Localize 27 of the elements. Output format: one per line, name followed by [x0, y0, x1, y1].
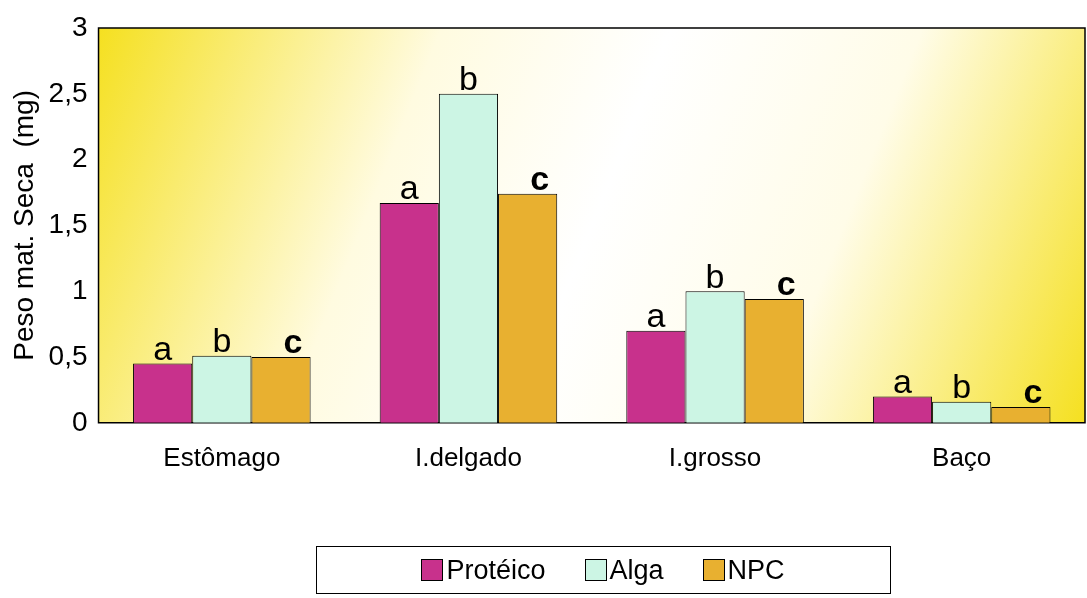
y-tick-label: 0,5: [48, 339, 88, 371]
data-label: c: [1023, 372, 1043, 411]
x-tick-label: Baço: [932, 441, 992, 472]
x-tick-label: I.grosso: [668, 441, 762, 472]
data-label: a: [399, 168, 419, 207]
data-label: a: [646, 296, 666, 335]
data-label: c: [283, 322, 303, 361]
y-tick-label: 2: [71, 142, 88, 174]
x-tick-label: I.delgado: [414, 441, 522, 472]
data-label: c: [530, 159, 550, 198]
y-axis-title: Peso mat. Seca (mg): [7, 90, 39, 361]
data-label: b: [705, 256, 725, 295]
legend-label: Alga: [609, 554, 664, 586]
legend-label: Protéico: [446, 554, 546, 586]
data-label: c: [776, 264, 796, 303]
legend-label: NPC: [727, 554, 785, 586]
data-label: a: [153, 328, 173, 367]
y-tick-label: 1,5: [48, 208, 88, 240]
y-tick-label: 0: [71, 405, 88, 437]
data-label: b: [458, 59, 478, 98]
y-tick-label: 1: [71, 273, 88, 305]
data-label: a: [893, 361, 913, 400]
data-label: b: [952, 367, 972, 406]
data-label: b: [212, 321, 232, 360]
x-tick-label: Estômago: [163, 441, 281, 472]
y-tick-label: 2,5: [48, 76, 88, 108]
y-tick-label: 3: [71, 10, 88, 42]
